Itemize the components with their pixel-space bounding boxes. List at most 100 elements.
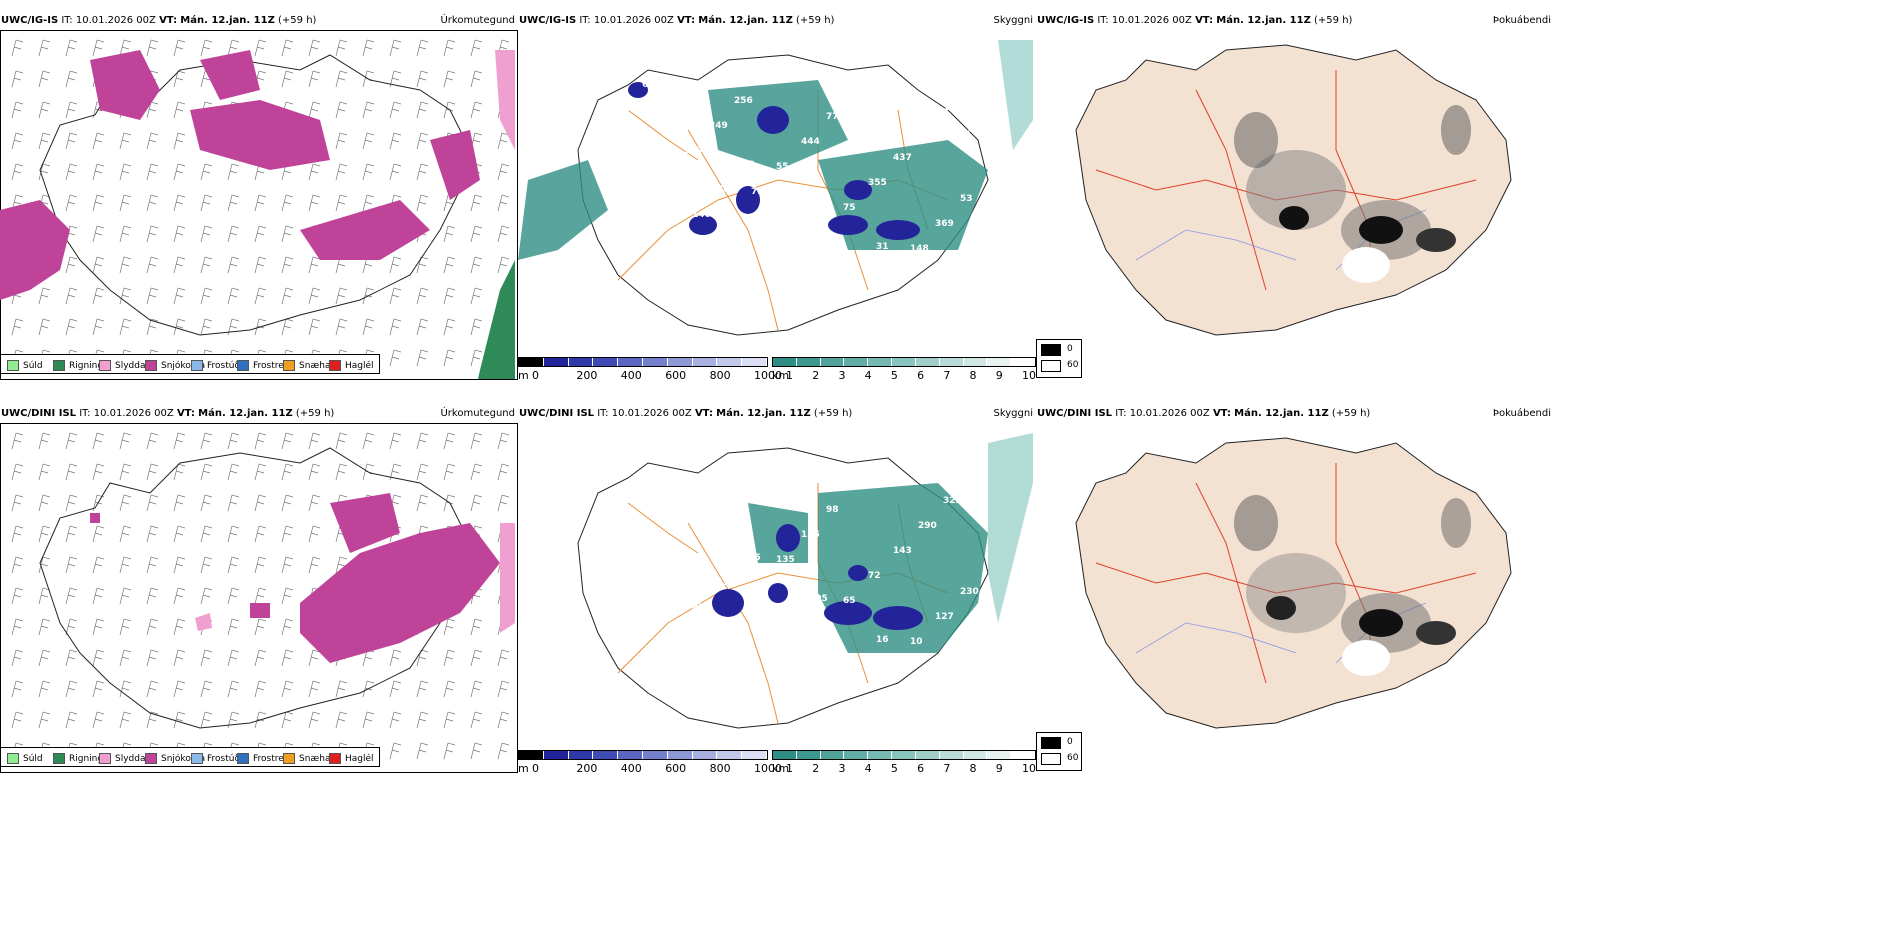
panel-title: UWC/IG-IS IT: 10.01.2026 00Z VT: Mán. 12… — [1, 15, 317, 26]
wind-barb — [389, 70, 402, 88]
wind-barb — [65, 525, 78, 543]
cloud-base-value: 53 — [960, 194, 973, 204]
visibility-colorbar: km 1 2 3 4 5 6 7 8 9 10 — [772, 750, 1036, 773]
wind-barb — [281, 287, 294, 305]
colorbar-step — [568, 751, 594, 759]
colorbar-step — [543, 358, 569, 366]
wind-barb — [497, 132, 510, 150]
legend-label: Haglél — [345, 360, 374, 371]
colorbar-step — [543, 751, 569, 759]
legend-item: Snæhagl — [283, 753, 339, 764]
cloud-base-value: 90 — [742, 160, 755, 170]
panel-title: UWC/IG-IS IT: 10.01.2026 00Z VT: Mán. 12… — [1037, 15, 1353, 26]
wind-barb — [389, 101, 402, 119]
colorbar-step — [963, 358, 988, 366]
colorbar-step — [593, 751, 619, 759]
cloud-base-colorbar: m 0 200 400 600 800 1000 — [518, 750, 782, 773]
colorbar-step — [820, 751, 845, 759]
wind-barb — [92, 525, 105, 543]
wind-barb — [362, 101, 375, 119]
wind-barb — [200, 587, 213, 605]
cloud-base-value: 455 — [650, 537, 669, 547]
wind-barb — [173, 587, 186, 605]
cloud-base-value: 68 — [818, 228, 831, 238]
wind-barb — [11, 463, 24, 481]
colorbar-tick: 200 — [576, 369, 598, 380]
colorbar-tick: 8 — [969, 762, 977, 773]
legend-label: Haglél — [345, 753, 374, 764]
field-name: Úrkomutegund — [440, 15, 515, 26]
wind-barb — [92, 618, 105, 636]
cloud-base-value: 235 — [742, 553, 761, 563]
wind-barb — [308, 680, 321, 698]
wind-barb — [443, 742, 456, 760]
colorbar-tick: 600 — [665, 762, 687, 773]
wind-barb — [173, 132, 186, 150]
colorbar-step — [796, 358, 821, 366]
legend-item: Rigning — [53, 360, 103, 371]
wind-barb — [254, 525, 267, 543]
wind-barb — [173, 618, 186, 636]
legend-item: Snæhagl — [283, 360, 339, 371]
wind-barb — [254, 194, 267, 212]
legend-swatch — [283, 753, 295, 764]
wind-barb — [11, 494, 24, 512]
wind-barb — [11, 101, 24, 119]
wind-barb — [146, 256, 159, 274]
wind-barb — [146, 556, 159, 574]
wind-barb — [38, 287, 51, 305]
legend-item: Súld — [7, 360, 43, 371]
wind-barb — [92, 463, 105, 481]
wind-barb — [227, 556, 240, 574]
wind-barb — [92, 225, 105, 243]
legend-item: Slydda — [99, 360, 145, 371]
wind-barb — [470, 39, 483, 57]
wind-barb — [470, 349, 483, 367]
wind-barb — [146, 39, 159, 57]
colorbar-tick: 6 — [917, 369, 925, 380]
wind-barb — [119, 256, 132, 274]
colorbar-step — [742, 751, 767, 759]
wind-barb — [281, 494, 294, 512]
cloud-base-value: 355 — [868, 178, 887, 188]
wind-barb — [92, 287, 105, 305]
colorbar-tick: 5 — [890, 369, 898, 380]
wind-barb — [281, 194, 294, 212]
wind-barb — [281, 70, 294, 88]
wind-barb — [227, 525, 240, 543]
wind-barb — [416, 463, 429, 481]
cloud-base-value: 106 — [617, 105, 636, 115]
wind-barb — [335, 432, 348, 450]
wind-barb — [335, 287, 348, 305]
wind-barb — [470, 70, 483, 88]
fog-legend-dark-swatch — [1041, 737, 1061, 749]
fog-shading — [1234, 105, 1471, 283]
cloud-base-value: 140 — [692, 210, 711, 220]
wind-barb — [362, 711, 375, 729]
wind-barb — [119, 39, 132, 57]
wind-barb — [389, 649, 402, 667]
wind-barb — [119, 163, 132, 181]
wind-barb — [92, 711, 105, 729]
cloud-base-value: 77 — [826, 112, 839, 122]
wind-barb — [389, 463, 402, 481]
wind-barb — [443, 39, 456, 57]
wind-barb — [146, 432, 159, 450]
wind-barb — [38, 649, 51, 667]
wind-barb — [335, 101, 348, 119]
wind-barb — [173, 494, 186, 512]
colorbar-tick: 0 — [532, 369, 539, 380]
cloud-base-value: 172 — [667, 628, 686, 638]
wind-barb — [38, 132, 51, 150]
wind-barb — [11, 649, 24, 667]
legend-swatch — [145, 360, 157, 371]
legend-label: Frostúði — [207, 360, 243, 371]
cloud-base-value: 437 — [893, 153, 912, 163]
legend-swatch — [145, 753, 157, 764]
wind-barb — [335, 194, 348, 212]
wind-barb — [254, 432, 267, 450]
wind-barb — [92, 163, 105, 181]
wind-barb — [443, 463, 456, 481]
legend-swatch — [237, 360, 249, 371]
wind-barb — [38, 711, 51, 729]
